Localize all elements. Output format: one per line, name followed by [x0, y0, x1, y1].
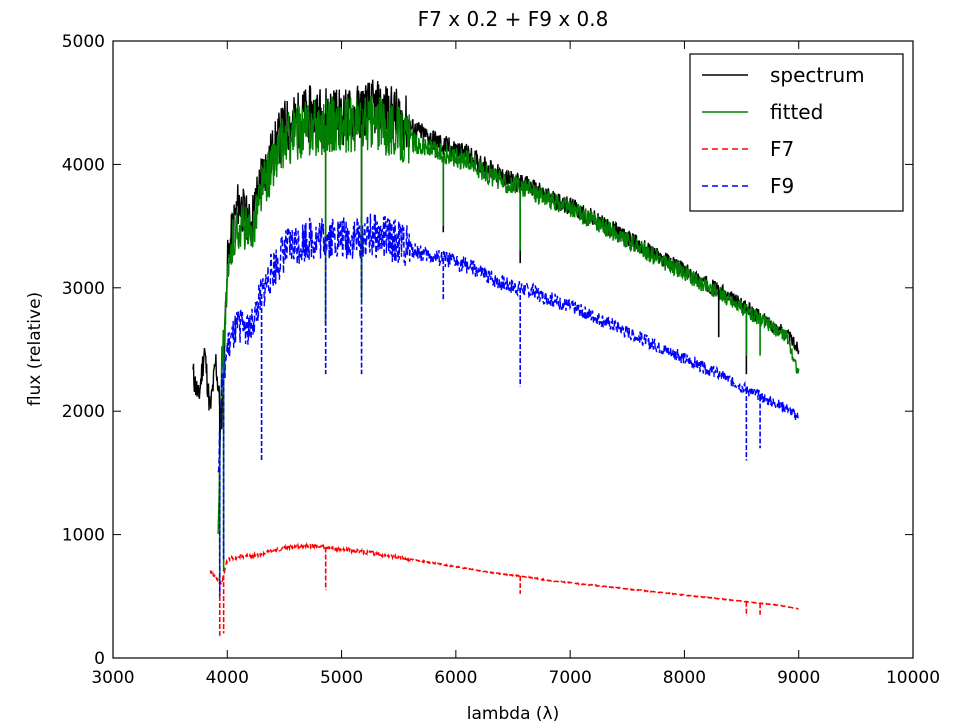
y-tick-label: 0 — [94, 649, 105, 669]
x-tick-label: 3000 — [91, 668, 134, 688]
x-tick-label: 5000 — [320, 668, 363, 688]
y-tick-label: 3000 — [62, 279, 105, 299]
legend-label-fitted: fitted — [770, 100, 823, 124]
series-line-f9 — [217, 213, 800, 473]
axes-layer: 3000 4000 5000 6000 7000 8000 9000 10000 0 1000 20… — [62, 32, 940, 688]
plot-frame — [112, 40, 914, 659]
x-tick-label: 9000 — [777, 668, 820, 688]
x-tick-label: 4000 — [206, 668, 249, 688]
legend-box — [689, 53, 904, 212]
y-tick-label: 5000 — [62, 32, 105, 52]
legend: spectrum fitted F7 F9 — [689, 53, 904, 212]
series-line-fitted — [217, 95, 800, 535]
x-tick-label: 8000 — [663, 668, 706, 688]
legend-label-f7: F7 — [770, 137, 794, 161]
chart-title: F7 x 0.2 + F9 x 0.8 — [418, 7, 609, 31]
y-tick-label: 2000 — [62, 402, 105, 422]
x-tick-label: 7000 — [549, 668, 592, 688]
y-tick-label: 4000 — [62, 155, 105, 175]
x-axis-label: lambda (λ) — [467, 704, 559, 724]
x-tick-label: 6000 — [434, 668, 477, 688]
series-line-f7 — [209, 541, 799, 610]
y-axis-label: flux (relative) — [25, 292, 45, 406]
x-tick-label: 10000 — [886, 668, 940, 688]
legend-label-spectrum: spectrum — [770, 63, 865, 87]
series-layer — [192, 79, 800, 636]
legend-label-f9: F9 — [770, 174, 794, 198]
y-tick-label: 1000 — [62, 526, 105, 546]
